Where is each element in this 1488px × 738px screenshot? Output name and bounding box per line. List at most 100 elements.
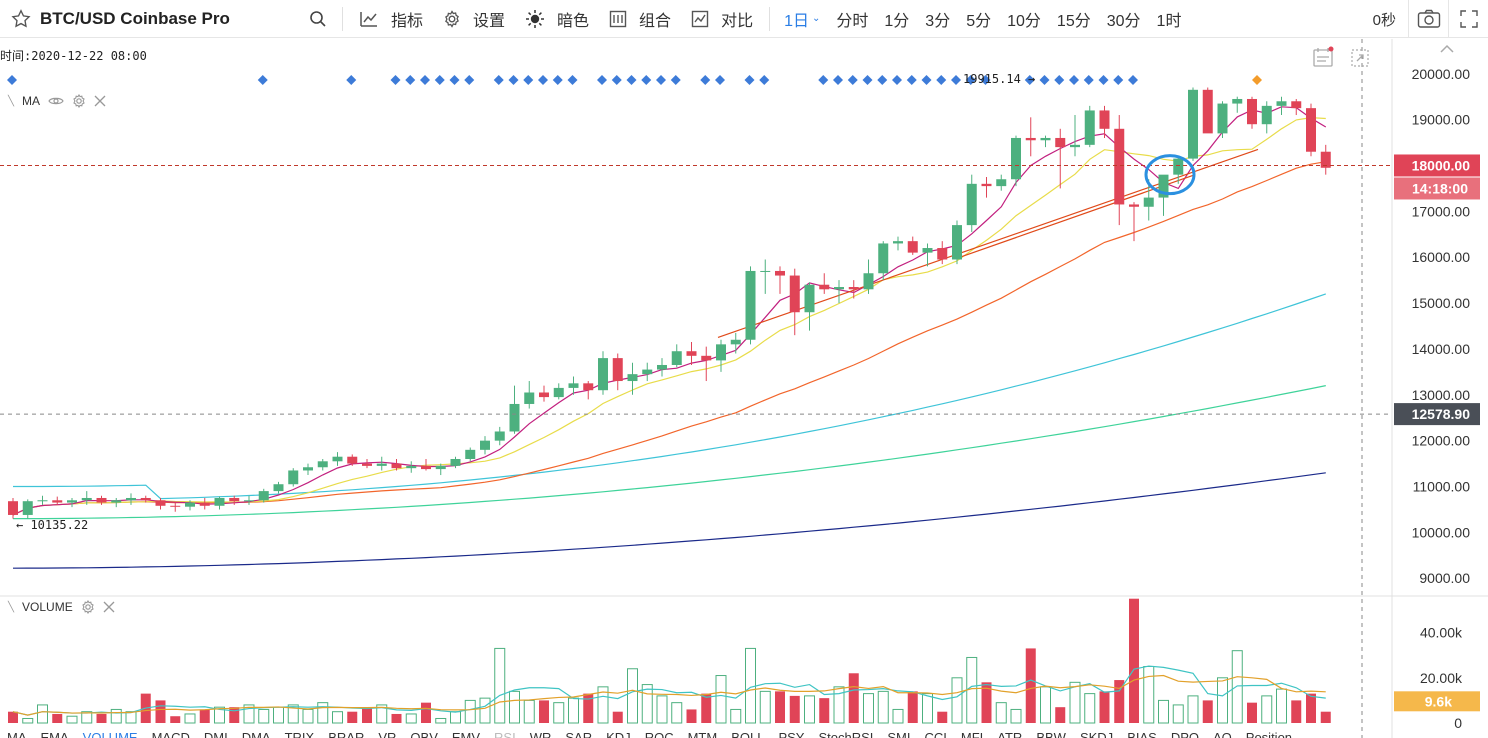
timeframe-1[interactable]: 分时: [836, 12, 869, 30]
volume-bar[interactable]: [1055, 707, 1066, 723]
candle-body[interactable]: [922, 248, 933, 253]
candle-body[interactable]: [1129, 204, 1139, 207]
combo-button[interactable]: 组合: [599, 4, 681, 34]
candle-body[interactable]: [391, 463, 402, 469]
candle-body[interactable]: [1158, 174, 1169, 198]
volume-bar[interactable]: [110, 708, 122, 724]
settings-button[interactable]: 设置: [433, 4, 515, 34]
candle-body[interactable]: [907, 241, 918, 253]
candle-body[interactable]: [627, 374, 638, 382]
volume-bar[interactable]: [1099, 691, 1110, 723]
candle-body[interactable]: [111, 500, 122, 503]
candle-body[interactable]: [52, 500, 63, 503]
candle-body[interactable]: [1143, 197, 1154, 207]
candle-body[interactable]: [686, 351, 697, 356]
volume-bar[interactable]: [96, 713, 107, 723]
candle-body[interactable]: [598, 358, 608, 391]
indicator-tab[interactable]: BBW: [1036, 730, 1066, 738]
candle-body[interactable]: [258, 491, 269, 501]
candle-body[interactable]: [760, 270, 771, 272]
volume-bar[interactable]: [671, 702, 683, 724]
volume-bar[interactable]: [656, 695, 668, 724]
candle-body[interactable]: [140, 497, 151, 501]
volume-bar[interactable]: [1084, 693, 1096, 724]
candle-body[interactable]: [1217, 103, 1228, 134]
volume-bar[interactable]: [1069, 681, 1081, 724]
candle-body[interactable]: [981, 183, 992, 187]
volume-bar[interactable]: [450, 711, 461, 724]
volume-bar[interactable]: [155, 700, 166, 723]
volume-bar[interactable]: [597, 686, 609, 724]
candle-body[interactable]: [170, 505, 181, 507]
volume-bar[interactable]: [347, 711, 358, 723]
indicator-tab[interactable]: MACD: [151, 730, 190, 738]
dark-button[interactable]: 暗色: [515, 4, 599, 34]
eye-icon[interactable]: [48, 95, 64, 107]
volume-bar[interactable]: [273, 706, 284, 724]
collapse-up-button[interactable]: [1438, 42, 1456, 60]
timeframe-3[interactable]: 3分: [925, 12, 951, 30]
compare-button[interactable]: 对比: [681, 4, 763, 34]
volume-bar[interactable]: [435, 717, 447, 724]
candle-body[interactable]: [1070, 144, 1080, 148]
candle-body[interactable]: [1306, 108, 1316, 152]
candle-body[interactable]: [524, 392, 535, 404]
volume-bar[interactable]: [1202, 700, 1213, 723]
volume-bar[interactable]: [745, 647, 756, 724]
volume-bar[interactable]: [125, 711, 137, 724]
candle-body[interactable]: [775, 270, 785, 276]
indicator-tab[interactable]: VR: [378, 730, 397, 738]
volume-bar[interactable]: [1276, 688, 1287, 724]
volume-bar[interactable]: [1217, 677, 1228, 724]
candle-body[interactable]: [1084, 110, 1095, 145]
indicator-tab[interactable]: EMA: [40, 730, 69, 738]
volume-bar[interactable]: [715, 675, 727, 724]
indicator-tab[interactable]: SKDJ: [1079, 730, 1114, 738]
timeframe-2[interactable]: 1分: [884, 12, 910, 30]
indicator-tab[interactable]: CCI: [924, 730, 947, 738]
indicator-tab[interactable]: ROC: [644, 730, 674, 738]
candle-body[interactable]: [966, 183, 977, 226]
candle-body[interactable]: [1173, 158, 1184, 175]
volume-bar[interactable]: [804, 695, 815, 724]
candle-body[interactable]: [996, 179, 1007, 187]
volume-bar[interactable]: [494, 647, 506, 724]
candle-body[interactable]: [1099, 110, 1110, 129]
volume-bar[interactable]: [848, 673, 859, 723]
volume-bar[interactable]: [701, 693, 712, 723]
volume-bar[interactable]: [553, 702, 565, 724]
indicator-tab[interactable]: BRAR: [328, 730, 365, 738]
candle-body[interactable]: [229, 497, 240, 502]
volume-bar[interactable]: [376, 704, 388, 724]
collapse-caret-icon[interactable]: ╲: [8, 601, 15, 613]
volume-bar[interactable]: [759, 690, 771, 724]
volume-bar[interactable]: [1158, 699, 1169, 724]
candle-body[interactable]: [67, 500, 77, 503]
volume-bar[interactable]: [775, 691, 785, 723]
volume-bar[interactable]: [214, 706, 225, 724]
star-icon[interactable]: [10, 8, 32, 30]
candle-body[interactable]: [1011, 137, 1021, 180]
candle-body[interactable]: [450, 459, 461, 466]
candle-body[interactable]: [155, 500, 166, 506]
candle-body[interactable]: [376, 463, 387, 466]
candle-body[interactable]: [480, 440, 490, 450]
volume-bar[interactable]: [922, 693, 933, 724]
volume-bar[interactable]: [641, 684, 653, 724]
candle-body[interactable]: [893, 241, 903, 244]
volume-bar[interactable]: [892, 708, 904, 724]
calendar-button[interactable]: [1312, 46, 1334, 73]
candle-body[interactable]: [303, 467, 313, 471]
indicator-tab[interactable]: BIAS: [1127, 730, 1157, 738]
volume-bar[interactable]: [995, 702, 1007, 724]
volume-bar[interactable]: [8, 711, 18, 723]
candle-body[interactable]: [1040, 137, 1051, 141]
candle-body[interactable]: [716, 344, 726, 361]
indicator-tab[interactable]: OBV: [410, 730, 438, 738]
volume-bar[interactable]: [184, 713, 196, 724]
volume-bar[interactable]: [951, 677, 963, 724]
volume-bar[interactable]: [819, 698, 830, 723]
symbol-selector[interactable]: BTC/USD Coinbase Pro: [0, 8, 300, 30]
candle-body[interactable]: [583, 383, 594, 391]
candle-body[interactable]: [494, 431, 505, 441]
